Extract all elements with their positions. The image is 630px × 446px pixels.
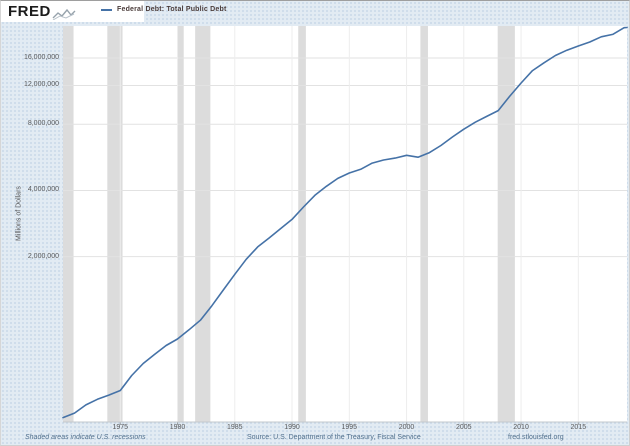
recession-band [420, 26, 428, 422]
x-tick-label: 2005 [456, 424, 472, 431]
series-legend: Federal Debt: Total Public Debt [101, 6, 227, 13]
y-tick-label: 4,000,000 [27, 186, 59, 194]
header-strip [1, 1, 144, 22]
footer-source: Source: U.S. Department of the Treasury,… [247, 434, 421, 441]
footer-site-link[interactable]: fred.stlouisfed.org [508, 434, 564, 441]
legend-label: Federal Debt: Total Public Debt [117, 6, 227, 13]
y-tick-label: 2,000,000 [27, 252, 59, 260]
recession-band [298, 26, 306, 422]
footer-recession-note: Shaded areas indicate U.S. recessions [25, 434, 146, 441]
y-tick-label: 8,000,000 [27, 120, 59, 128]
x-tick-label: 2015 [570, 424, 587, 431]
y-tick-label: 12,000,000 [23, 81, 59, 89]
recession-band [195, 26, 211, 422]
x-tick-label: 1995 [341, 424, 358, 431]
x-tick-label: 1985 [226, 424, 243, 431]
recession-band [497, 26, 515, 422]
recession-band [63, 26, 74, 422]
x-tick-label: 2010 [513, 424, 529, 431]
recession-band [177, 26, 184, 422]
x-tick-label: 1975 [112, 424, 129, 431]
legend-line-marker [101, 8, 112, 11]
y-axis-title: Millions of Dollars [15, 186, 23, 241]
x-tick-label: 2000 [398, 424, 415, 431]
fred-logo: FRED [8, 3, 51, 20]
y-tick-label: 16,000,000 [23, 54, 59, 61]
recession-band [107, 26, 123, 422]
data-line [62, 26, 628, 419]
x-tick-label: 1990 [284, 424, 300, 431]
plot-background [63, 26, 627, 422]
fred-logo-chart-icon [52, 8, 76, 20]
x-tick-label: 1980 [169, 424, 186, 431]
